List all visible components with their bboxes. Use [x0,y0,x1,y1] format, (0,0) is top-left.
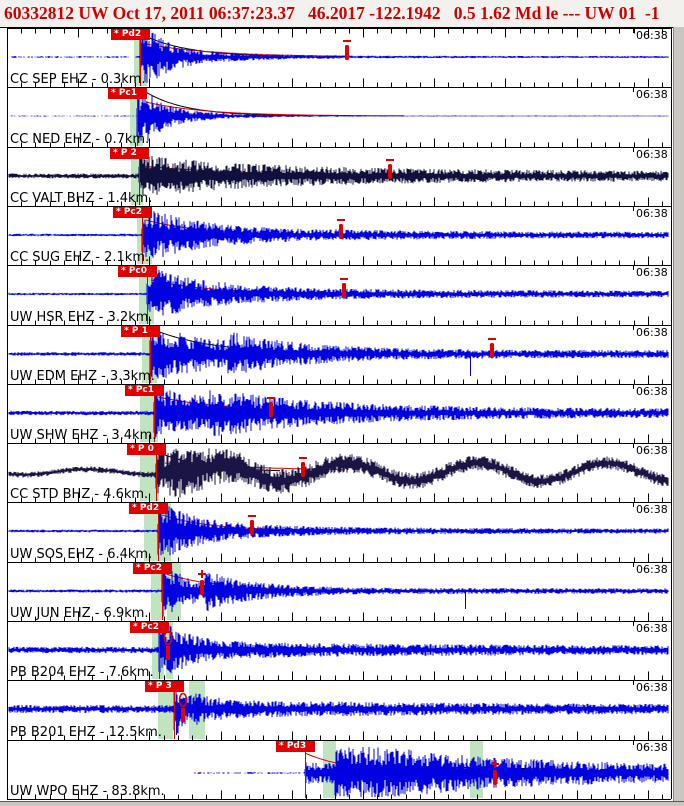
waveform-trace[interactable] [8,269,669,316]
coda-dash-marker[interactable] [299,457,307,459]
pick-highlight-band [140,444,159,501]
pick-flag[interactable]: * P 1 [121,326,160,337]
coda-tick-marker[interactable] [345,45,349,60]
pick-flag[interactable]: * Pc2 [133,563,172,574]
pick-flag[interactable]: * Pc2 [113,207,152,218]
coda-tick-marker[interactable] [490,343,494,358]
station-label: CC STD BHZ - 4.6km. [10,487,149,502]
pick-flag[interactable]: * P 2 [110,148,149,159]
station-label: CC VALT BHZ - 1.4km. [10,191,153,206]
coda-dash-marker[interactable] [248,515,256,517]
coda-dash-marker[interactable] [343,40,351,42]
time-label: 06:38 [636,326,668,339]
coda-dash-marker[interactable] [337,219,345,221]
coda-dash-marker[interactable] [386,159,394,161]
coda-tick-marker[interactable] [388,164,392,179]
station-label: UW HSR EHZ - 3.2km. [10,310,153,325]
coda-tick-marker[interactable] [269,402,273,417]
zero-marker[interactable] [178,692,188,708]
pick-flag[interactable]: * Pc0 [118,266,157,277]
time-label: 06:38 [636,741,668,754]
waveform-trace[interactable] [8,506,669,556]
vertical-scrollbar[interactable] [673,27,684,806]
station-label: UW SHW EHZ - 3.4km. [10,428,157,443]
time-label: 06:38 [636,207,668,220]
waveform-trace[interactable] [8,448,669,498]
time-label: 06:38 [636,29,668,42]
station-label: PB B204 EHZ - 7.6km. [10,665,154,680]
time-label: 06:38 [636,622,668,635]
time-label: 06:38 [636,503,668,516]
station-label: UW JUN EHZ - 6.9km. [10,606,149,621]
pick-flag[interactable]: * Pd2 [111,29,150,40]
station-label: UW WPO EHZ - 83.8km. [10,784,165,799]
waveform-trace[interactable] [11,32,669,83]
waveform-trace[interactable] [8,154,669,195]
coda-tick-marker[interactable] [339,224,343,239]
waveform-trace[interactable] [8,566,669,617]
time-label: 06:38 [636,385,668,398]
window-bottom-edge [0,801,684,806]
waveform-trace[interactable] [8,624,669,674]
coda-dash-marker[interactable] [340,278,348,280]
station-label: UW EDM EHZ - 3.3km. [10,369,155,384]
event-summary: 60332812 UW Oct 17, 2011 06:37:23.37 46.… [4,3,660,23]
plus-marker[interactable] [494,760,496,768]
time-label: 06:38 [636,681,668,694]
waveform-trace[interactable] [194,747,669,797]
station-label: PB B201 EHZ - 12.5km. [10,725,162,740]
pick-flag[interactable]: * P 0 [127,444,166,455]
station-label: UW SOS EHZ - 6.4km. [10,547,153,562]
coda-dash-marker[interactable] [488,338,496,340]
pick-flag[interactable]: * Pc1 [125,385,164,396]
time-label: 06:38 [636,444,668,457]
time-label: 06:38 [636,563,668,576]
coda-tick-marker[interactable] [181,708,185,722]
pick-flag[interactable]: * P 3 [145,681,184,692]
coda-tick-marker[interactable] [493,770,497,785]
pick-flag[interactable]: * Pc2 [130,622,169,633]
station-label: CC SEP EHZ - 0.3km. [10,72,146,87]
event-header-bar: 60332812 UW Oct 17, 2011 06:37:23.37 46.… [0,0,684,27]
pick-flag[interactable]: * Pc1 [108,88,147,99]
time-label: 06:38 [636,148,668,161]
coda-tick-marker[interactable] [342,283,346,298]
station-label: CC NED EHZ - 0.7km. [10,132,150,147]
waveform-trace[interactable] [10,93,669,142]
coda-dash-marker[interactable] [267,397,275,399]
time-label: 06:38 [636,266,668,279]
coda-tick-marker[interactable] [200,580,204,595]
time-label: 06:38 [636,88,668,101]
coda-tick-marker[interactable] [166,646,170,660]
waveform-trace[interactable] [8,686,669,734]
station-label: CC SUG EHZ - 2.1km. [10,250,150,265]
pick-flag[interactable]: * Pd3 [276,741,315,752]
pick-flag[interactable]: * Pd2 [129,503,168,514]
plus-marker[interactable] [201,570,203,578]
coda-tick-marker[interactable] [301,462,305,477]
waveform-trace[interactable] [8,330,669,379]
coda-tick-marker[interactable] [250,520,254,535]
waveform-trace[interactable] [8,211,669,258]
